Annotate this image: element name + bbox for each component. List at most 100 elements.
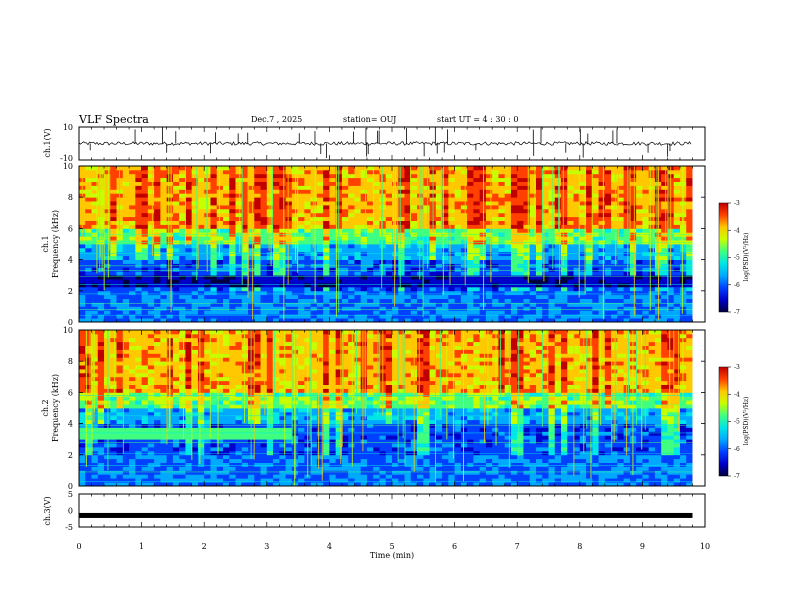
spectrogram-cell xyxy=(135,337,142,343)
spectrogram-cell xyxy=(147,259,155,264)
spectrogram-cell xyxy=(379,205,387,210)
spectrogram-cell xyxy=(216,267,224,272)
spectrogram-cell xyxy=(492,244,499,249)
spectrogram-cell xyxy=(316,212,324,218)
spectrogram-cell xyxy=(360,185,368,190)
spectrogram-cell xyxy=(360,286,368,292)
spectrogram-cell xyxy=(260,212,268,218)
spectrogram-cell xyxy=(160,205,168,210)
spectrogram-cell xyxy=(392,283,399,288)
spectrogram-cell xyxy=(417,290,424,296)
spectrogram-cell xyxy=(266,189,274,194)
spectrogram-cell xyxy=(504,201,512,206)
spectrogram-cell xyxy=(79,275,86,280)
spectrogram-cell xyxy=(586,177,593,182)
spectrogram-cell xyxy=(79,458,86,463)
spectrogram-cell xyxy=(129,244,136,249)
spectrogram-cell xyxy=(573,173,581,179)
spectrogram-cell xyxy=(586,201,593,206)
spectrogram-cell xyxy=(122,443,130,448)
spectrogram-cell xyxy=(604,177,612,182)
spectrogram-cell xyxy=(254,306,261,311)
spectrogram-cell xyxy=(454,279,462,284)
spectrogram-cell xyxy=(373,216,380,221)
spectrogram-cell xyxy=(542,286,549,292)
spectrogram-cell xyxy=(554,205,562,210)
spectrogram-cell xyxy=(523,197,531,202)
spectrogram-cell xyxy=(529,228,537,233)
spectrogram-cell xyxy=(179,384,186,389)
spectrogram-cell xyxy=(423,294,430,299)
spectrogram-cell xyxy=(604,286,612,292)
spectrogram-cell xyxy=(197,314,205,319)
spectrogram-cell xyxy=(204,314,211,319)
spectrogram-cell xyxy=(535,185,543,190)
spectrogram-cell xyxy=(529,189,537,194)
spectrogram-cell xyxy=(535,283,543,288)
spectrogram-cell xyxy=(116,482,124,487)
spectrogram-cell xyxy=(517,271,524,276)
spectrogram-cell xyxy=(116,400,124,405)
spectrogram-cell xyxy=(241,224,249,229)
spectrogram-cell xyxy=(648,169,656,175)
spectrogram-cell xyxy=(354,294,362,299)
spectrogram-cell xyxy=(147,349,155,354)
spectrogram-cell xyxy=(197,271,205,276)
spectrogram-cell xyxy=(535,255,543,260)
spectrogram-cell xyxy=(104,283,111,288)
spectrogram-cell xyxy=(310,298,318,303)
spectrogram-cell xyxy=(110,482,117,487)
spectrogram-cell xyxy=(97,474,105,479)
spectrogram-cell xyxy=(504,212,512,218)
spectrogram-cell xyxy=(110,294,117,299)
spectrogram-cell xyxy=(116,275,124,280)
spectrogram-cell xyxy=(154,224,161,229)
spectrogram-cell xyxy=(442,298,449,303)
spectrogram-cell xyxy=(448,201,455,206)
spectrogram-cell xyxy=(567,271,574,276)
spectrogram-cell xyxy=(122,345,130,350)
spectrogram-cell xyxy=(492,228,499,233)
spectrogram-cell xyxy=(129,255,136,260)
spectrogram-cell xyxy=(91,267,99,272)
spectrogram-cell xyxy=(248,181,255,186)
spectrogram-cell xyxy=(648,224,656,229)
spectrogram-cell xyxy=(366,181,374,186)
spectrogram-cell xyxy=(185,361,193,366)
spectrogram-cell xyxy=(85,294,92,299)
spectrogram-cell xyxy=(579,314,587,319)
spectrogram-cell xyxy=(617,201,625,206)
spectrogram-cell xyxy=(97,431,105,436)
spectrogram-cell xyxy=(661,166,668,171)
spectrogram-cell xyxy=(542,212,549,218)
spectrogram-cell xyxy=(510,181,518,186)
spectrogram-cell xyxy=(91,216,99,221)
spectrogram-cell xyxy=(147,427,155,432)
spectrogram-cell xyxy=(210,279,218,284)
spectrogram-cell xyxy=(91,384,99,389)
spectrogram-cell xyxy=(316,224,324,229)
spectrogram-cell xyxy=(304,220,312,225)
spectrogram-cell xyxy=(185,345,193,350)
spectrogram-cell xyxy=(97,470,105,475)
spectrogram-cell xyxy=(204,275,211,280)
spectrogram-cell xyxy=(623,197,631,202)
spectrogram-cell xyxy=(592,197,599,202)
spectrogram-cell xyxy=(154,470,161,475)
spectrogram-cell xyxy=(79,388,86,393)
spectrogram-cell xyxy=(398,318,405,323)
spectrogram-cell xyxy=(460,181,468,186)
spectrogram-cell xyxy=(529,283,537,288)
spectrogram-cell xyxy=(104,333,111,339)
spectrogram-cell xyxy=(611,201,618,206)
spectrogram-cell xyxy=(573,314,581,319)
spectrogram-cell xyxy=(179,447,186,452)
spectrogram-cell xyxy=(579,310,587,315)
spectrogram-cell xyxy=(304,236,312,241)
spectrogram-cell xyxy=(417,208,424,214)
spectrogram-cell xyxy=(85,193,92,198)
spectrogram-cell xyxy=(197,462,205,467)
spectrogram-cell xyxy=(316,220,324,225)
spectrogram-cell xyxy=(573,302,581,307)
spectrogram-cell xyxy=(235,255,243,260)
